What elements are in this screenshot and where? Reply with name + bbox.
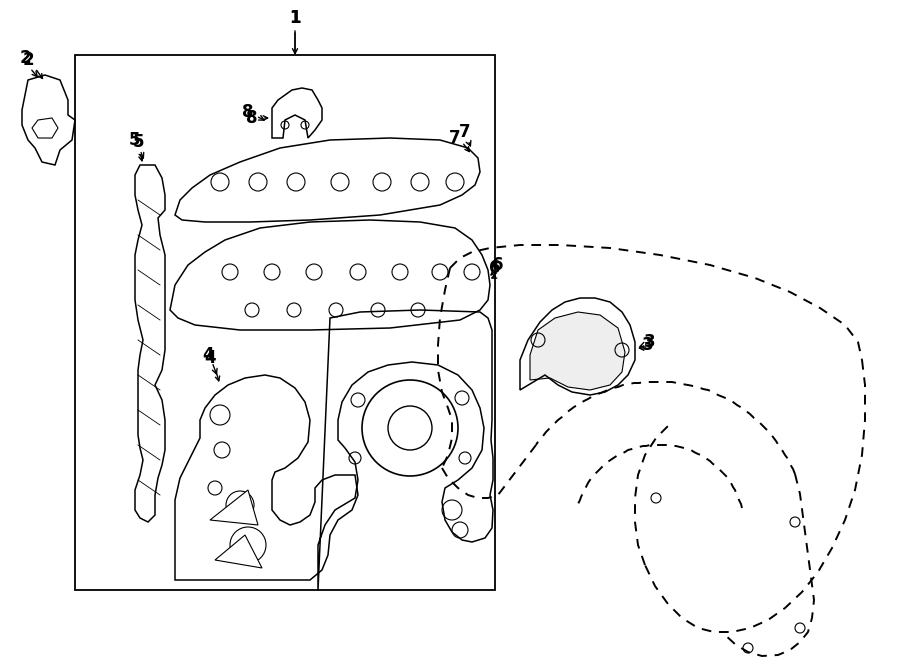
Text: 8: 8	[247, 109, 257, 127]
Text: 3: 3	[644, 333, 656, 351]
Text: 4: 4	[202, 346, 214, 364]
Text: 5: 5	[130, 131, 140, 149]
Polygon shape	[530, 312, 625, 390]
Polygon shape	[215, 535, 262, 568]
Text: 2: 2	[19, 49, 31, 67]
Text: 8: 8	[242, 103, 254, 121]
Text: 3: 3	[643, 336, 653, 354]
Text: 7: 7	[459, 123, 471, 141]
Text: 5: 5	[132, 133, 144, 151]
Text: 2: 2	[22, 51, 34, 69]
Text: 1: 1	[289, 9, 301, 27]
Bar	[75, 55, 495, 590]
Polygon shape	[210, 490, 258, 525]
Text: 6: 6	[492, 256, 504, 274]
Text: 4: 4	[204, 349, 216, 367]
Text: 7: 7	[449, 129, 461, 147]
Text: 6: 6	[490, 259, 500, 277]
Text: 1: 1	[289, 9, 301, 27]
